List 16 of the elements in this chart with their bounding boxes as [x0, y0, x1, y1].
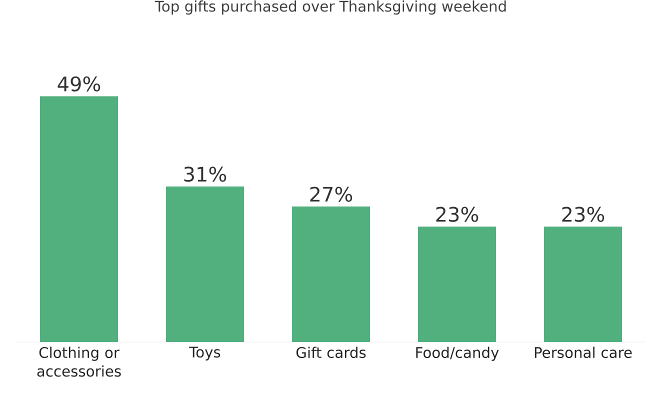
bar: [292, 206, 370, 342]
x-tick-label: Food/candy: [416, 346, 499, 361]
bar: [418, 226, 496, 342]
x-tick-label: Gift cards: [296, 346, 366, 358]
data-label: 31%: [184, 166, 226, 182]
bar: [166, 186, 244, 342]
data-label: 27%: [310, 186, 352, 202]
x-tick-label: Clothing or accessories: [37, 346, 121, 377]
x-tick-label: Toys: [189, 346, 220, 360]
chart-title: Top gifts purchased over Thanksgiving weekend: [154, 0, 506, 15]
bar: [40, 96, 118, 342]
data-label: 23%: [562, 206, 604, 222]
data-label: 23%: [436, 206, 478, 222]
data-label: 49%: [58, 76, 100, 92]
x-tick-label: Personal care: [534, 346, 632, 358]
bar: [544, 226, 622, 342]
